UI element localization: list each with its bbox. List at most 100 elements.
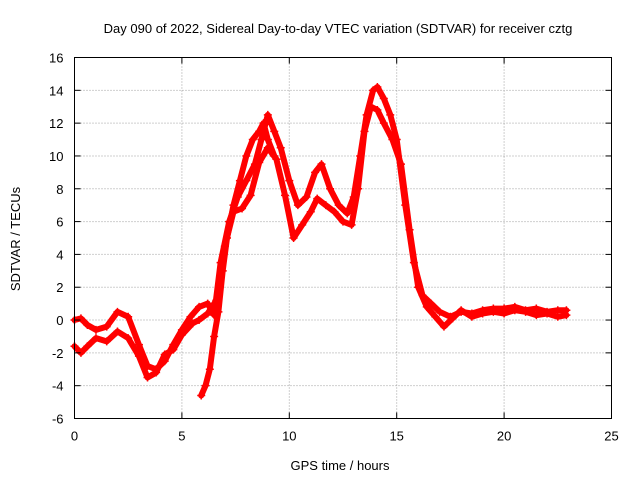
data-point [134, 340, 143, 349]
data-point [177, 330, 186, 339]
data-point [298, 220, 307, 229]
data-point [289, 234, 298, 242]
data-point [478, 309, 487, 318]
data-point [369, 86, 378, 95]
data-point [347, 220, 356, 229]
data-point [281, 191, 290, 200]
data-point [113, 327, 122, 336]
data-point [313, 194, 322, 203]
data-point [229, 201, 238, 210]
data-point [321, 201, 330, 210]
data-point [91, 325, 100, 334]
data-point [435, 307, 444, 316]
data-point [214, 307, 223, 316]
tick-layer: 0 5 10 15 20 25 -6 -4 -2 0 2 4 6 8 10 12 14 16 [49, 51, 619, 444]
y-tick-label: 14 [49, 83, 63, 98]
y-tick-label: 4 [56, 247, 63, 262]
data-point [205, 365, 214, 374]
data-point [373, 83, 382, 92]
data-point [379, 94, 388, 103]
data-point [270, 151, 279, 160]
data-point [223, 234, 232, 242]
data-point [388, 135, 397, 144]
y-axis-label: SDTVAR / TECUs [8, 186, 23, 291]
data-point [302, 192, 311, 201]
data-point [113, 307, 122, 316]
data-point [83, 342, 92, 351]
y-tick-label: 10 [49, 149, 63, 164]
data-point [467, 312, 476, 321]
data-point [259, 119, 268, 128]
series-line-2 [71, 103, 570, 381]
data-point [152, 368, 161, 377]
data-point [186, 312, 195, 321]
data-point [143, 373, 152, 382]
series-layer [70, 83, 571, 400]
data-point [203, 309, 212, 318]
data-point [457, 306, 466, 315]
data-point [306, 207, 315, 216]
series-line-3 [198, 120, 278, 399]
data-point [334, 201, 343, 210]
data-point [343, 209, 352, 218]
y-tick-label: -4 [52, 379, 64, 394]
data-point [195, 302, 204, 311]
data-point [360, 127, 369, 136]
data-point [102, 322, 111, 331]
data-point [366, 102, 375, 111]
y-tick-label: 0 [56, 313, 63, 328]
data-point [405, 225, 414, 234]
data-point [500, 309, 509, 318]
data-point [124, 334, 133, 343]
data-point [263, 110, 272, 119]
data-point [242, 151, 251, 160]
data-point [339, 217, 347, 226]
data-point [422, 302, 431, 311]
data-point [270, 127, 279, 136]
data-point [255, 127, 264, 136]
data-point [543, 309, 552, 318]
data-point [248, 135, 257, 144]
data-point [195, 316, 204, 325]
y-tick-label: -2 [52, 346, 64, 361]
plot-frame [74, 57, 612, 419]
series-line-1 [71, 84, 570, 373]
data-point [246, 191, 255, 200]
x-tick-label: 0 [71, 429, 78, 444]
data-point [285, 176, 294, 185]
data-point [510, 306, 519, 315]
data-point [521, 307, 530, 316]
data-point [201, 381, 210, 390]
y-tick-label: 16 [49, 51, 63, 66]
data-point [197, 391, 206, 400]
data-point [91, 334, 100, 343]
y-tick-label: 6 [56, 215, 63, 230]
data-point [326, 184, 335, 193]
chart-title: Day 090 of 2022, Sidereal Day-to-day VTE… [104, 21, 573, 36]
data-point [255, 158, 264, 167]
data-point [238, 204, 247, 213]
data-point [160, 350, 169, 359]
data-point [396, 160, 405, 169]
data-point [311, 168, 320, 177]
data-point [448, 314, 457, 323]
data-point [431, 312, 440, 321]
data-point [293, 201, 302, 210]
data-point [330, 207, 339, 216]
data-point [124, 312, 133, 321]
data-point [439, 322, 448, 331]
x-tick-label: 15 [389, 429, 403, 444]
data-point [169, 345, 178, 354]
data-point [263, 135, 272, 144]
data-point [76, 314, 85, 323]
data-point [489, 307, 498, 316]
data-point [386, 110, 395, 119]
y-tick-label: 2 [56, 280, 63, 295]
y-tick-label: 12 [49, 116, 63, 131]
data-point [317, 160, 326, 169]
y-tick-label: 8 [56, 182, 63, 197]
data-point [102, 337, 111, 346]
data-point [83, 320, 92, 329]
data-point [235, 176, 244, 185]
